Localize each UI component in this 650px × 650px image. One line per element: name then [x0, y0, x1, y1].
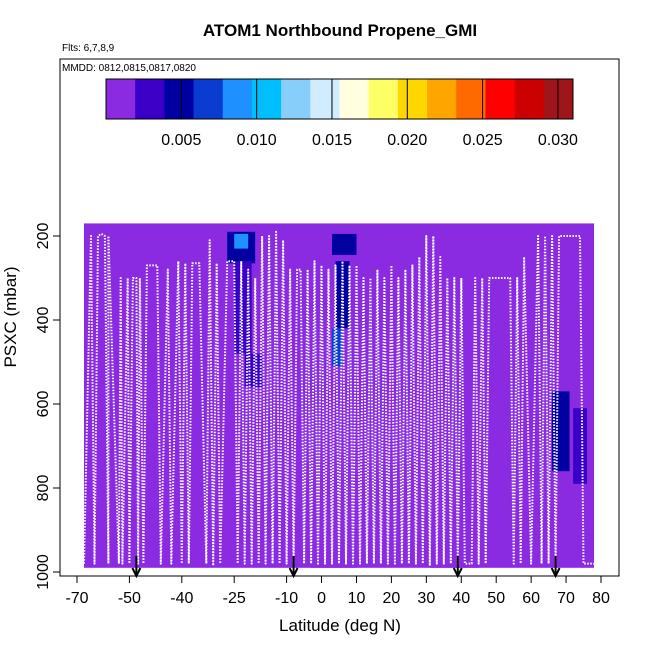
y-tick-label: 600 [35, 391, 52, 418]
x-axis-label: Latitude (deg N) [279, 616, 401, 635]
colorbar-tick-label: 0.030 [538, 132, 578, 149]
colorbar-tick-label: 0.010 [237, 132, 277, 149]
x-tick-label: 10 [348, 590, 366, 607]
heatmap-cell-11 [429, 542, 479, 568]
x-tick-label: -40 [170, 590, 193, 607]
flights-label: Flts: 6,7,8,9 [62, 43, 115, 54]
colorbar-swatch-11 [427, 79, 457, 119]
heatmap-cell-9 [573, 408, 588, 484]
x-tick-label: 20 [383, 590, 401, 607]
arrow-head [288, 567, 299, 579]
colorbar-swatch-7 [310, 79, 340, 119]
colorbar-swatch-6 [281, 79, 311, 119]
heatmap-cell-12 [513, 521, 539, 543]
y-tick-label: 1000 [35, 554, 52, 590]
colorbar-tick-label: 0.020 [387, 132, 427, 149]
y-tick-label: 200 [35, 223, 52, 250]
colorbar-swatch-9 [368, 79, 399, 119]
x-tick-label: 0 [317, 590, 326, 607]
colorbar-swatch-15 [543, 79, 574, 119]
colorbar: 0.005 0.010 0.015 0.020 0.025 0.030 [105, 78, 578, 149]
colorbar-swatch-13 [485, 79, 516, 119]
chart-title: ATOM1 Northbound Propene_GMI [203, 21, 477, 40]
x-tick-label: 40 [452, 590, 470, 607]
flight-track-line [83, 230, 594, 567]
heatmap-cell-5 [332, 233, 357, 255]
colorbar-tick-label: 0.025 [463, 132, 503, 149]
x-tick-label: -70 [65, 590, 88, 607]
flight-track-layer [83, 230, 594, 567]
colorbar-swatch-0 [106, 79, 136, 119]
x-tick-label: -10 [275, 590, 298, 607]
heatmap-cell-1 [234, 233, 249, 249]
colorbar-swatch-2 [164, 79, 195, 119]
x-tick-label: 50 [487, 590, 505, 607]
colorbar-swatch-8 [339, 79, 370, 119]
colorbar-swatch-12 [456, 79, 486, 119]
x-tick-label: 30 [417, 590, 435, 607]
arrow-markers [131, 556, 561, 579]
heatmap-cell-3 [244, 353, 263, 388]
x-tick-label: -25 [223, 590, 246, 607]
colorbar-swatch-1 [135, 79, 165, 119]
colorbar-tick-label: 0.015 [312, 132, 352, 149]
colorbar-swatch-4 [222, 79, 253, 119]
arrow-head [550, 567, 561, 579]
x-tick-label: 60 [522, 590, 540, 607]
colorbar-frame [105, 78, 574, 120]
y-tick-label: 800 [35, 475, 52, 502]
colorbar-swatch-14 [514, 79, 545, 119]
heatmap-cell-7 [332, 328, 343, 367]
colorbar-swatch-3 [193, 79, 224, 119]
arrow-head [131, 567, 142, 579]
y-axis-label: PSXC (mbar) [1, 266, 20, 367]
dates-label: MMDD: 0812,0815,0817,0820 [62, 63, 196, 74]
x-axis: -70 -50 -40 -25 -10 0 10 20 30 40 50 60 70 80 [65, 575, 610, 607]
x-tick-label: 70 [557, 590, 575, 607]
arrow-head [452, 567, 463, 579]
x-tick-label: 80 [592, 590, 610, 607]
colorbar-tick-label: 0.005 [161, 132, 201, 149]
y-axis: 200 400 600 800 1000 [35, 223, 61, 590]
y-tick-label: 400 [35, 307, 52, 334]
colorbar-swatch-10 [397, 79, 428, 119]
x-tick-label: -50 [118, 590, 141, 607]
